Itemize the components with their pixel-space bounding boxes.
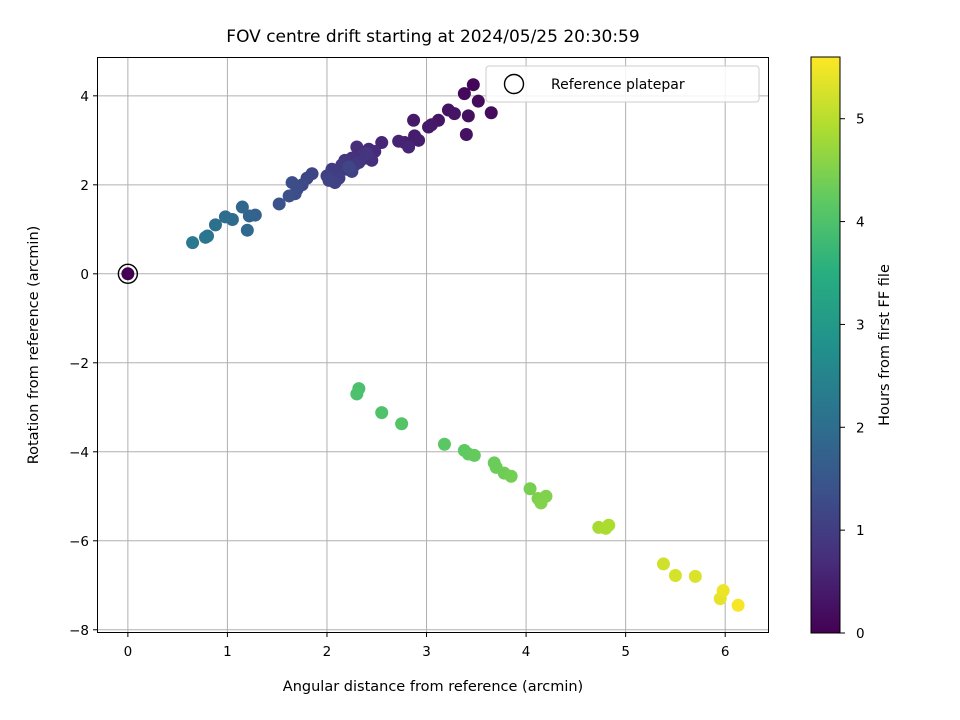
data-point: [407, 113, 421, 127]
data-point: [235, 200, 249, 214]
colorbar-tick-label: 2: [856, 420, 865, 436]
legend-box: [485, 65, 760, 103]
data-point: [731, 598, 745, 612]
y-axis-ticks: −8 −6 −4 −2 0 2 4: [69, 89, 98, 639]
x-tick-label: 4: [522, 644, 531, 660]
x-axis-label: Angular distance from reference (arcmin): [283, 679, 583, 695]
data-point: [402, 140, 416, 154]
x-tick-label: 5: [621, 644, 630, 660]
data-point: [504, 469, 518, 483]
data-point: [466, 78, 480, 92]
y-tick-label: −8: [69, 623, 89, 639]
colorbar-tick-label: 0: [856, 626, 865, 642]
data-point: [422, 120, 436, 134]
data-point: [392, 134, 406, 148]
colorbar: 0 1 2 3 4 5 Hours from first FF file: [810, 56, 893, 642]
data-point: [121, 267, 135, 281]
colorbar-label: Hours from first FF file: [877, 264, 893, 426]
legend-label: Reference platepar: [551, 77, 685, 93]
data-point: [467, 448, 481, 462]
data-point: [350, 387, 364, 401]
data-point: [272, 197, 286, 211]
data-point: [322, 173, 336, 187]
data-point: [240, 223, 254, 237]
data-point: [342, 160, 356, 174]
x-tick-label: 1: [223, 644, 232, 660]
data-point: [242, 209, 256, 223]
data-point: [688, 569, 702, 583]
data-point: [461, 109, 475, 123]
x-tick-label: 0: [124, 644, 133, 660]
colorbar-tick-label: 5: [856, 112, 865, 128]
data-point: [375, 136, 389, 150]
data-point: [285, 176, 299, 190]
chart-title: FOV centre drift starting at 2024/05/25 …: [226, 27, 639, 47]
plot-frame: [97, 57, 769, 633]
colorbar-tick-label: 1: [856, 523, 865, 539]
x-axis-ticks: 0 1 2 3 4 5 6: [124, 632, 730, 660]
y-tick-label: 0: [80, 267, 89, 283]
data-point: [375, 406, 389, 420]
data-point: [199, 230, 213, 244]
y-tick-label: 4: [80, 89, 89, 105]
colorbar-gradient: [810, 56, 841, 634]
data-point: [208, 218, 222, 232]
legend: Reference platepar: [485, 65, 760, 103]
data-point: [360, 147, 374, 161]
colorbar-tick-label: 4: [856, 215, 865, 231]
colorbar-ticks: 0 1 2 3 4 5: [840, 112, 865, 642]
data-point: [668, 568, 682, 582]
y-tick-label: −4: [69, 445, 89, 461]
data-point: [447, 107, 461, 121]
data-point: [218, 210, 232, 224]
data-point: [412, 133, 426, 147]
data-point: [459, 128, 473, 142]
data-point: [471, 94, 485, 108]
data-point: [395, 417, 409, 431]
data-point: [457, 87, 471, 101]
data-point: [186, 236, 200, 250]
data-points: [117, 78, 745, 612]
y-tick-label: −6: [69, 534, 89, 550]
data-point: [437, 437, 451, 451]
x-tick-label: 3: [422, 644, 431, 660]
colorbar-tick-label: 3: [856, 317, 865, 333]
y-tick-label: 2: [80, 178, 89, 194]
data-point: [282, 189, 296, 203]
data-point: [716, 584, 730, 598]
y-axis-label: Rotation from reference (arcmin): [26, 226, 42, 465]
reference-marker: [117, 263, 139, 285]
data-point: [656, 557, 670, 571]
y-tick-label: −2: [69, 356, 89, 372]
legend-marker: [503, 73, 525, 95]
data-point: [534, 496, 548, 510]
data-point: [484, 106, 498, 120]
grid-lines: [98, 58, 768, 632]
x-tick-label: 6: [721, 644, 730, 660]
data-point: [523, 482, 537, 496]
x-tick-label: 2: [323, 644, 332, 660]
data-point: [602, 518, 616, 532]
